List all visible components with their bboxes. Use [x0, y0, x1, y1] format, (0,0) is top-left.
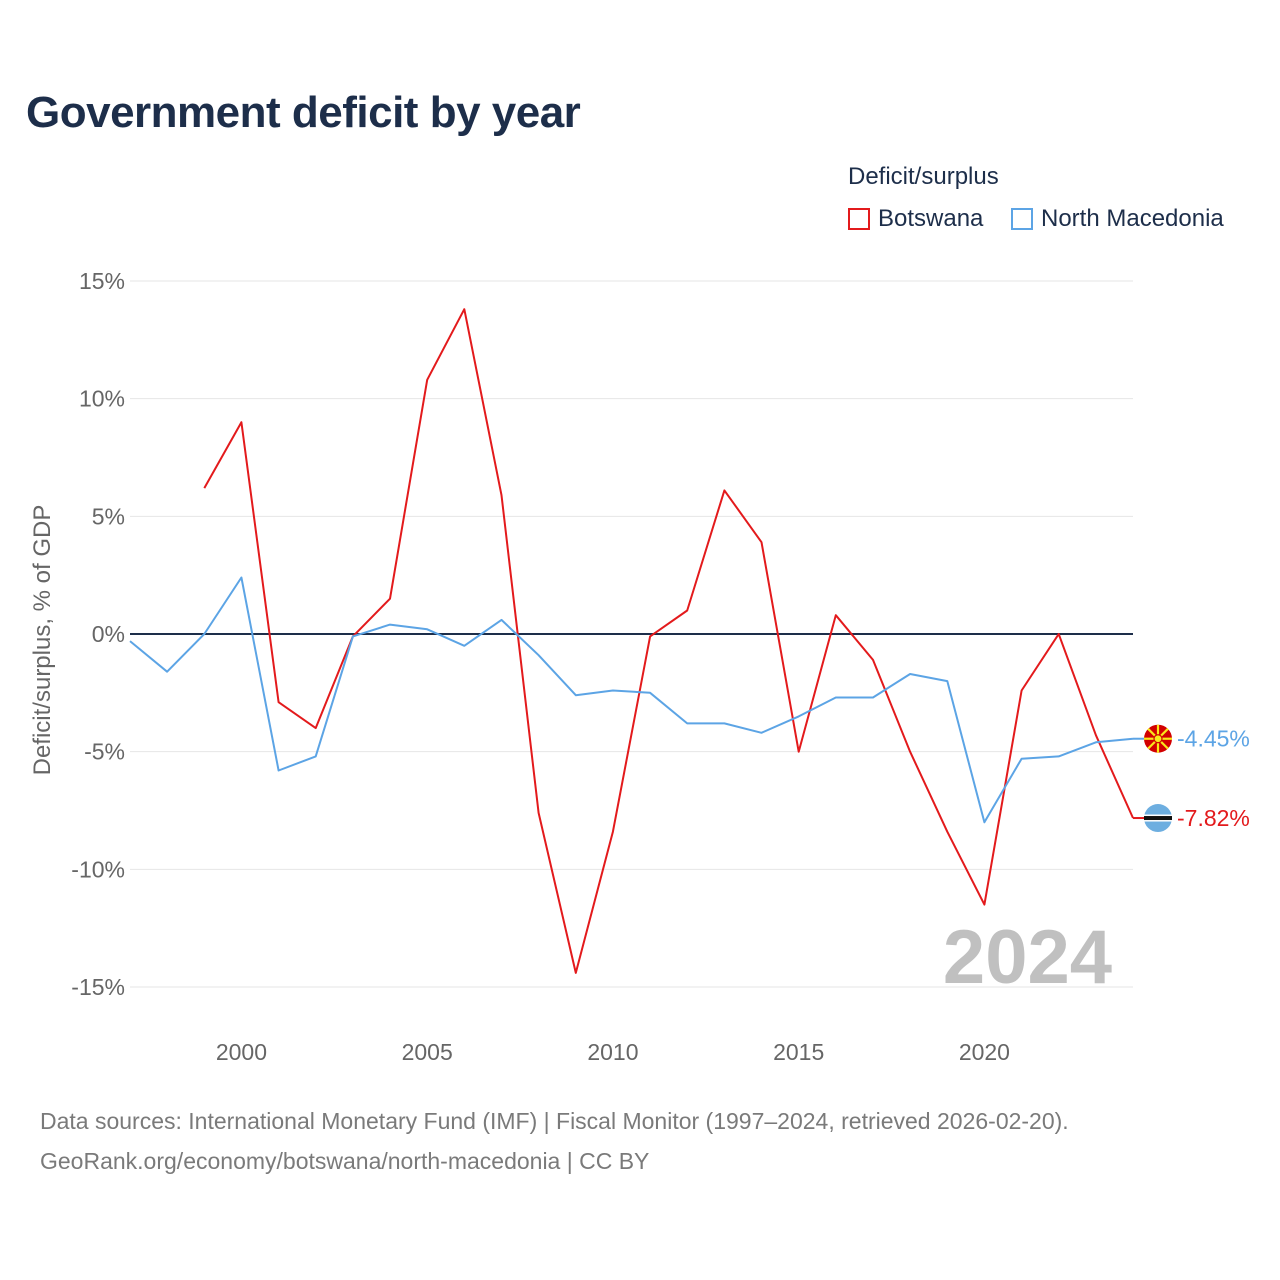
year-watermark: 2024 — [943, 915, 1112, 1000]
blue-flag-icon — [1144, 804, 1172, 833]
series-lines — [129, 308, 1134, 974]
x-tick-label: 2005 — [402, 1039, 453, 1065]
y-tick-label: -15% — [71, 974, 125, 1000]
y-tick-label: 15% — [79, 268, 125, 294]
y-tick-label: 10% — [79, 386, 125, 412]
end-markers: -7.82% -4.45% — [1133, 724, 1250, 833]
red-sun-flag-icon — [1144, 724, 1172, 753]
series-line-botswana[interactable] — [203, 308, 1134, 974]
series-line-north-macedonia[interactable] — [129, 576, 1134, 824]
x-tick-label: 2015 — [773, 1039, 824, 1065]
legend-item-botswana[interactable]: Botswana — [848, 205, 983, 233]
y-tick-label: 0% — [92, 621, 125, 647]
y-axis-label: Deficit/surplus, % of GDP — [29, 505, 56, 776]
legend-label-north-macedonia: North Macedonia — [1041, 205, 1224, 232]
end-value-label-north-macedonia: -4.45% — [1177, 726, 1250, 752]
legend-title: Deficit/surplus — [848, 163, 999, 190]
end-value-label-botswana: -7.82% — [1177, 805, 1250, 831]
x-tick-label: 2020 — [959, 1039, 1010, 1065]
legend-label-botswana: Botswana — [878, 205, 984, 232]
y-tick-label: -5% — [84, 739, 125, 765]
legend-item-north-macedonia[interactable]: North Macedonia — [1011, 205, 1224, 233]
x-tick-label: 2010 — [587, 1039, 638, 1065]
chart-title: Government deficit by year — [26, 88, 581, 137]
x-axis-ticks: 2000 2005 2010 2015 2020 — [216, 1039, 1010, 1065]
y-tick-label: 5% — [92, 503, 125, 529]
legend-swatch-north-macedonia — [1011, 208, 1033, 230]
chart-area: 15%10%5%0%-5%-10%-15% 2000 2005 2010 2015 20… — [29, 268, 1250, 1065]
y-tick-label: -10% — [71, 856, 125, 882]
legend-swatch-botswana — [848, 208, 870, 230]
y-axis-ticks: 15% 10% 5% 0% -5% -10% -15% — [71, 268, 125, 1000]
source-line-2[interactable]: GeoRank.org/economy/botswana/north-maced… — [40, 1148, 650, 1174]
x-tick-label: 2000 — [216, 1039, 267, 1065]
source-line-1: Data sources: International Monetary Fun… — [40, 1108, 1069, 1134]
